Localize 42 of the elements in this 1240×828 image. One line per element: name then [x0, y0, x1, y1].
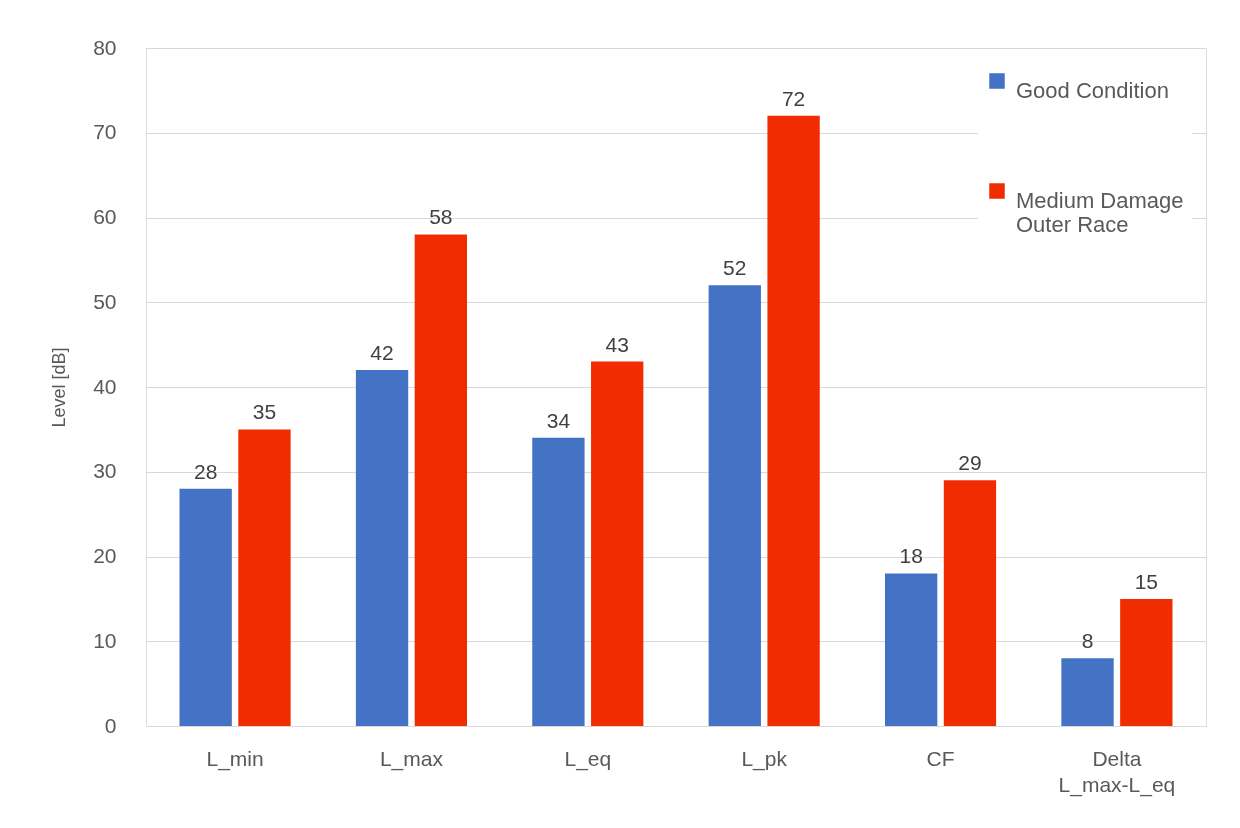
bar [591, 361, 644, 726]
y-tick-label: 10 [93, 628, 117, 652]
x-tick-label: L_eq [564, 746, 612, 771]
x-tick-label: L_min [206, 746, 264, 771]
x-tick-label: CF [926, 746, 955, 770]
data-label: 42 [370, 341, 394, 365]
y-tick-label: 40 [93, 374, 117, 398]
bar [708, 285, 761, 726]
bar [179, 488, 232, 726]
legend-label: Good Condition [1016, 78, 1169, 103]
x-tick-label: Delta L_max-L_eq [1058, 746, 1176, 797]
data-label: 18 [899, 544, 923, 568]
data-label: 58 [429, 205, 453, 229]
legend-label: Medium Damage Outer Race [1016, 188, 1184, 237]
data-label: 28 [193, 459, 218, 483]
y-tick-label: 30 [93, 459, 117, 483]
bar [238, 429, 291, 726]
y-tick-label: 20 [93, 544, 117, 567]
data-label: 43 [605, 332, 629, 356]
y-tick-label: 50 [93, 289, 117, 313]
y-axis-title: Level [dB] [49, 347, 70, 428]
bar [355, 370, 409, 726]
data-label: 15 [1134, 569, 1159, 593]
bar [1061, 658, 1114, 726]
data-label: 35 [252, 400, 277, 424]
data-label: 8 [1081, 629, 1094, 653]
bar [885, 573, 938, 726]
data-label: 34 [546, 408, 571, 432]
x-tick-label: L_pk [741, 746, 788, 771]
bar [943, 480, 997, 726]
y-tick-label: 70 [93, 120, 117, 144]
bar [1120, 598, 1173, 726]
y-tick-label: 0 [104, 713, 117, 737]
bar [532, 437, 585, 726]
y-tick-label: 60 [93, 205, 117, 228]
bar [767, 115, 820, 726]
x-tick-label: L_max [379, 746, 444, 771]
y-tick-label: 80 [93, 35, 117, 59]
data-label: 29 [958, 451, 982, 475]
data-label: 52 [723, 256, 747, 280]
data-label: 72 [781, 86, 806, 110]
bar [414, 234, 467, 726]
